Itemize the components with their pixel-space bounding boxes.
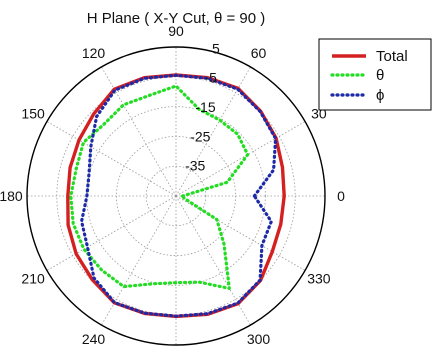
polar-grid [26, 46, 326, 346]
angle-tick-label-0: 0 [337, 188, 345, 204]
angle-tick-label-180: 180 [0, 188, 23, 204]
grid-spoke-5 [46, 121, 177, 197]
radial-tick-label-3: -25 [190, 128, 210, 144]
grid-circle-4 [145, 165, 207, 227]
grid-spoke-1 [175, 121, 306, 197]
angle-tick-label-210: 210 [21, 271, 45, 287]
legend-label-phi: ϕ [376, 87, 384, 104]
series-phi-line [80, 73, 278, 318]
grid-spoke-8 [101, 195, 177, 326]
angle-tick-label-120: 120 [82, 45, 106, 61]
legend-label-total: Total [376, 48, 408, 65]
angle-tick-label-300: 300 [247, 331, 271, 347]
radial-tick-label-4: -35 [185, 158, 205, 174]
angle-tick-label-150: 150 [21, 106, 45, 122]
angle-tick-label-270: 270 [164, 353, 188, 356]
radial-tick-label-2: -15 [195, 99, 215, 115]
angle-tick-label-330: 330 [307, 271, 331, 287]
angle-tick-label-90: 90 [168, 23, 184, 39]
tick-labels: 03060901201501802102402703003305-5-15-25… [0, 23, 345, 356]
chart-title: H Plane ( X-Y Cut, θ = 90 ) [87, 10, 266, 27]
legend-label-theta: θ [376, 67, 384, 84]
grid-spoke-10 [175, 195, 251, 326]
angle-tick-label-240: 240 [82, 331, 106, 347]
outer-ring [26, 46, 326, 346]
grid-spoke-2 [175, 66, 251, 197]
series-theta-line [69, 84, 250, 290]
radial-tick-label-1: -5 [204, 70, 217, 86]
angle-tick-label-60: 60 [251, 45, 267, 61]
radial-tick-label-0: 5 [212, 40, 220, 56]
grid-spoke-7 [46, 195, 177, 271]
grid-spoke-4 [101, 66, 177, 197]
grid-spoke-11 [175, 195, 306, 271]
series-group [66, 73, 286, 319]
legend: Total θ ϕ [318, 38, 432, 111]
